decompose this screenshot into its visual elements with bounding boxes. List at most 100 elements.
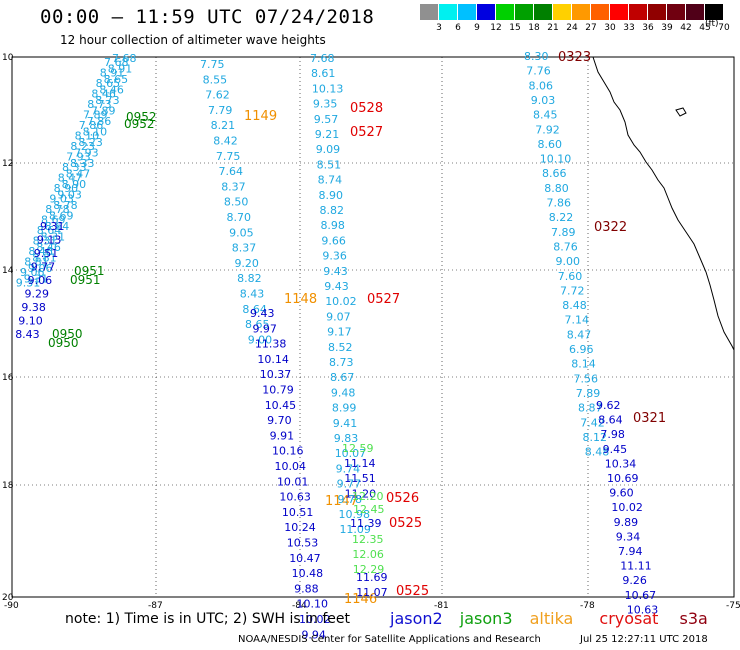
lon-label: -81	[434, 601, 449, 611]
swh-value: 9.60	[609, 487, 634, 500]
swh-value: 8.98	[320, 219, 345, 232]
swh-value: 9.10	[18, 315, 43, 328]
legend-swatch	[667, 4, 685, 20]
swh-value: 10.04	[275, 460, 307, 473]
lon-label: -75	[726, 601, 740, 611]
legend-label: 18	[528, 23, 540, 33]
legend-swatch	[686, 4, 704, 20]
swh-value: 10.01	[277, 475, 309, 488]
swh-value: 9.09	[316, 143, 341, 156]
swh-value: 8.30	[524, 50, 549, 63]
swh-value: 7.42	[580, 416, 605, 429]
lat-label: 12	[2, 159, 13, 169]
swh-value: 8.64	[598, 414, 623, 427]
swh-value: 9.36	[322, 250, 347, 263]
track-time: 0528	[350, 101, 383, 116]
swh-value: 8.55	[203, 73, 228, 86]
swh-value: 7.89	[91, 105, 116, 118]
swh-value: 8.64	[45, 220, 70, 233]
lat-label: 16	[2, 373, 14, 383]
track-time: 1148	[284, 292, 317, 307]
swh-value: 8.48	[562, 299, 587, 312]
lat-label: 20	[2, 593, 14, 603]
swh-value: 9.07	[326, 310, 351, 323]
swh-value: 10.24	[284, 521, 316, 534]
swh-value: 12.59	[342, 442, 374, 455]
swh-value: 9.94	[301, 628, 326, 641]
swh-value: 8.73	[329, 356, 354, 369]
swh-value: 8.46	[28, 245, 53, 258]
swh-value: 9.66	[321, 234, 346, 247]
swh-value: 8.42	[213, 135, 238, 148]
swh-value: 11.39	[350, 517, 382, 530]
swh-value: 7.93	[66, 151, 91, 164]
swh-value: 9.13	[37, 234, 62, 247]
swh-value: 9.31	[16, 277, 41, 290]
swh-value: 9.21	[315, 128, 340, 141]
legend-swatch	[591, 4, 609, 20]
swh-value: 9.70	[267, 414, 292, 427]
swh-value: 8.33	[70, 157, 95, 170]
swh-value: 8.87	[578, 402, 603, 415]
swh-value: 8.82	[237, 272, 262, 285]
swh-value: 11.09	[339, 523, 371, 536]
track-time: 0323	[558, 50, 591, 65]
swh-value: 8.43	[15, 328, 40, 341]
swh-value: 8.22	[549, 211, 574, 224]
swh-value: 10.37	[260, 368, 292, 381]
swh-value: 9.97	[252, 322, 277, 335]
swh-value: 8.60	[538, 138, 563, 151]
footer-note: note: 1) Time is in UTC; 2) SWH is in fe…	[65, 611, 351, 627]
swh-value: 7.68	[310, 52, 335, 65]
swh-value: 8.69	[41, 214, 66, 227]
swh-value: 9.20	[234, 257, 259, 270]
legend-label: 12	[490, 23, 502, 33]
swh-value: 9.03	[49, 193, 74, 206]
swh-value: 12.20	[352, 490, 384, 503]
swh-value: 7.79	[208, 104, 233, 117]
swh-value: 11.20	[345, 487, 377, 500]
swh-value: 8.37	[232, 242, 256, 255]
swh-value: 10.34	[605, 457, 637, 470]
swh-value: 8.45	[533, 109, 558, 122]
swh-value: 8.65	[96, 77, 121, 90]
axis-labels: 10 12 14 16 18 20-90 -87 -84 -81 -78 -75	[2, 53, 740, 611]
swh-value: 7.89	[576, 387, 601, 400]
swh-value: 10.10	[540, 153, 572, 166]
swh-value: 8.65	[104, 73, 129, 86]
swh-value: 8.69	[49, 210, 74, 223]
swh-value: 7.56	[574, 372, 599, 385]
lon-label: -78	[580, 601, 595, 611]
swh-value: 7.60	[558, 270, 583, 283]
track-time: 0951	[70, 273, 101, 287]
swh-value: 9.31	[40, 220, 65, 233]
legend-swatch	[610, 4, 628, 20]
swh-value: 8.78	[45, 203, 69, 216]
swh-value: 11.07	[356, 586, 388, 599]
track-time: 0321	[633, 411, 666, 426]
track-time: 1146	[344, 592, 377, 607]
satellite-label-altika: altika	[529, 609, 574, 628]
track-time: 0527	[367, 292, 400, 307]
swh-value: 12.35	[352, 533, 384, 546]
swh-value: 10.98	[339, 508, 371, 521]
swh-value: 7.68	[112, 52, 137, 65]
swh-value: 8.51	[317, 158, 342, 171]
swh-value: 8.99	[332, 402, 357, 415]
swh-value: 9.57	[314, 113, 339, 126]
swh-value: 10.14	[257, 353, 289, 366]
swh-value: 8.81	[32, 252, 57, 265]
swh-value: 7.62	[205, 89, 230, 102]
legend-unit: (ft)	[705, 19, 719, 29]
swh-value: 9.06	[28, 262, 53, 275]
swh-value: 10.02	[611, 501, 643, 514]
swh-value: 9.03	[531, 94, 556, 107]
lat-label: 18	[2, 481, 14, 491]
swh-value: 10.10	[297, 598, 329, 611]
lon-label: -87	[148, 601, 163, 611]
swh-value: 9.48	[331, 386, 356, 399]
track-time: 0952	[124, 117, 155, 131]
legend-label: 33	[623, 23, 635, 33]
swh-value: 8.64	[37, 224, 62, 237]
swh-value: 8.80	[544, 182, 569, 195]
